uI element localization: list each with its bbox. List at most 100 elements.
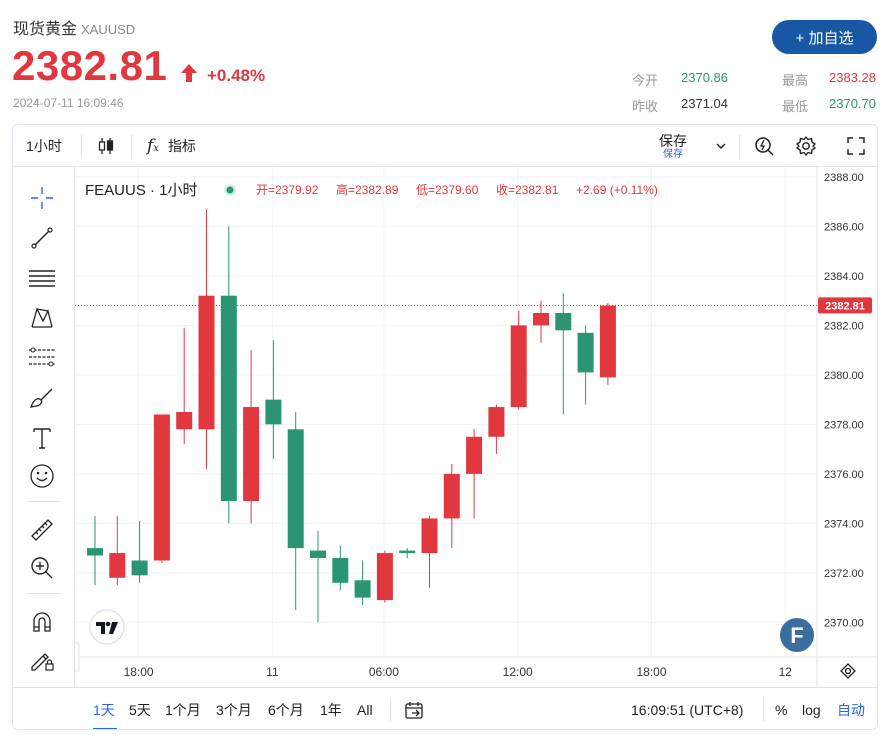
range-button[interactable]: 5天	[129, 702, 151, 718]
tradingview-logo[interactable]	[89, 609, 125, 645]
candle	[421, 515, 438, 588]
magnet-icon[interactable]	[27, 607, 57, 637]
high-label: 最高	[782, 73, 809, 88]
candle	[310, 530, 326, 623]
candle-body	[109, 553, 126, 578]
candle	[399, 548, 416, 559]
candle	[220, 226, 237, 524]
range-button[interactable]: 1年	[320, 702, 342, 718]
crosshair-icon[interactable]	[27, 183, 57, 213]
candle-body	[153, 414, 170, 561]
active-range-indicator	[93, 728, 117, 729]
candle	[533, 300, 549, 343]
legend-close: 收=2382.81	[496, 183, 559, 197]
save-label: 保存	[659, 132, 687, 149]
candle	[466, 429, 483, 519]
auto-scale-toggle[interactable]: 自动	[837, 702, 865, 718]
candle-body	[510, 325, 527, 408]
instrument-name: 现货黄金 XAUUSD	[13, 15, 135, 39]
high-value: 2383.28	[829, 70, 876, 85]
candle-body	[599, 305, 616, 378]
indicators-button[interactable]: fx 指标	[147, 125, 196, 167]
legend-values: 开=2379.92 高=2382.89 低=2379.60 收=2382.81 …	[256, 182, 658, 197]
interval-selector[interactable]: 1小时	[26, 138, 62, 154]
range-button[interactable]: 1个月	[165, 702, 201, 718]
pencil-lock-icon[interactable]	[27, 645, 57, 675]
range-button[interactable]: 1天	[93, 702, 115, 718]
candle-body	[488, 407, 505, 437]
candle-type-icon[interactable]	[97, 125, 115, 167]
pattern-icon[interactable]	[27, 303, 57, 333]
candle	[577, 325, 594, 405]
low-label: 最低	[782, 99, 809, 114]
clock-readout[interactable]: 16:09:51 (UTC+8)	[631, 702, 744, 718]
status-dot	[226, 186, 234, 194]
emoji-icon[interactable]	[27, 461, 57, 491]
axis-settings-icon[interactable]	[840, 663, 856, 679]
calendar-icon[interactable]	[403, 688, 425, 729]
change-percent: +0.48%	[207, 66, 266, 85]
bottom-divider	[763, 699, 764, 721]
time-axis: 18:00 11 06:00 12:00 18:00 12	[124, 665, 793, 679]
candle-body	[310, 550, 326, 559]
candle-body	[198, 295, 215, 430]
gear-icon[interactable]	[795, 125, 817, 167]
price-chart[interactable]: 2370.00 2372.00 2374.00 2376.00 2378.00 2380.…	[75, 167, 878, 687]
time-tick-label: 18:00	[636, 665, 666, 679]
ruler-icon[interactable]	[27, 515, 57, 545]
save-sublabel: 保存	[663, 148, 683, 160]
brush-icon[interactable]	[27, 383, 57, 413]
prev-close-value: 2371.04	[681, 96, 728, 111]
fibonacci-icon[interactable]	[27, 343, 57, 373]
candle	[443, 463, 460, 549]
candle	[131, 520, 148, 583]
last-price-tag-label: 2382.81	[825, 300, 865, 312]
chevron-down-icon[interactable]	[715, 125, 727, 167]
fullscreen-icon[interactable]	[846, 125, 866, 167]
chart-toolbar: 1小时 fx 指标 保存 保存	[13, 125, 877, 167]
candle-body	[443, 473, 460, 519]
save-button[interactable]: 保存 保存	[659, 125, 687, 167]
text-tool-icon[interactable]	[27, 423, 57, 453]
zoom-in-icon[interactable]	[27, 553, 57, 583]
range-button[interactable]: All	[357, 702, 373, 718]
price-tick-label: 2378.00	[824, 419, 864, 431]
range-button[interactable]: 3个月	[216, 702, 252, 718]
price-tick-label: 2382.00	[824, 320, 864, 332]
open-value: 2370.86	[681, 70, 728, 85]
price-tick-label: 2386.00	[824, 221, 864, 233]
candle-body	[555, 313, 572, 331]
candle-body	[131, 560, 148, 576]
legend-high: 高=2382.89	[336, 182, 399, 197]
candle-body	[243, 407, 260, 502]
add-watchlist-button[interactable]: + 加自选	[772, 20, 877, 54]
candle	[109, 515, 126, 586]
candle	[198, 209, 215, 469]
candle-body	[265, 399, 282, 425]
candle-body	[577, 332, 594, 373]
collapse-sidebar-handle[interactable]	[75, 642, 80, 672]
time-tick-label: 11	[266, 665, 279, 679]
candle-body	[466, 436, 483, 474]
quote-timestamp: 2024-07-11 16:09:46	[13, 96, 124, 110]
horizontal-lines-icon[interactable]	[27, 263, 57, 293]
time-tick-label: 12	[779, 665, 793, 679]
price-tick-label: 2380.00	[824, 370, 864, 382]
trend-line-icon[interactable]	[27, 223, 57, 253]
candle	[153, 414, 170, 563]
range-button[interactable]: 6个月	[268, 702, 304, 718]
percent-toggle[interactable]: %	[775, 702, 788, 718]
price-tick-label: 2372.00	[824, 568, 864, 580]
candle-body	[399, 550, 416, 554]
open-label: 今开	[632, 73, 659, 88]
log-toggle[interactable]: log	[802, 702, 821, 718]
quick-search-icon[interactable]	[753, 125, 775, 167]
low-value: 2370.70	[829, 96, 876, 111]
candle	[332, 545, 349, 591]
price-axis: 2370.00 2372.00 2374.00 2376.00 2378.00 2380.…	[824, 172, 864, 629]
candle	[243, 350, 260, 524]
last-price-tag: 2382.81	[818, 297, 872, 314]
price-tick-label: 2370.00	[824, 617, 864, 629]
sidebar-divider	[27, 501, 61, 502]
f-logo: F	[780, 618, 814, 652]
